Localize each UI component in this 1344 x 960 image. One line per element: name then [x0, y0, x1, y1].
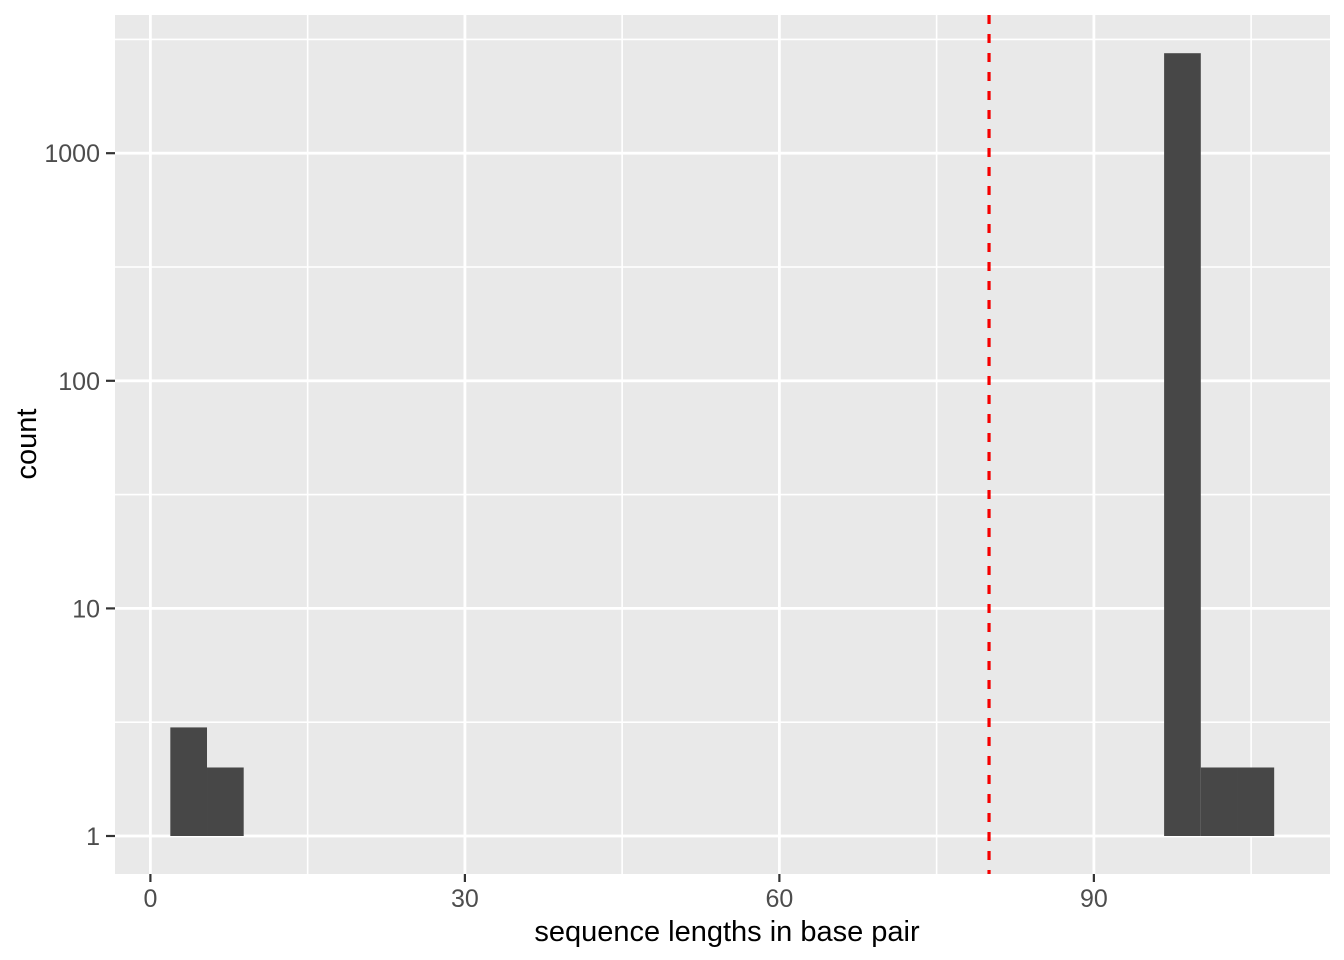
histogram-bar [170, 727, 208, 836]
histogram-bar [1164, 53, 1201, 836]
x-tick-label: 90 [1080, 885, 1108, 913]
y-tick-label: 100 [58, 368, 100, 396]
y-tick-label: 10 [72, 595, 100, 623]
chart-plot-area: 0 30 60 90 1 10 100 1000 [44, 15, 1330, 913]
y-tick-label: 1 [86, 823, 100, 851]
x-axis-title: sequence lengths in base pair [534, 916, 920, 948]
y-axis-title: count [11, 409, 43, 480]
panel-background [115, 15, 1330, 874]
histogram-bar [1200, 767, 1238, 836]
x-tick-label: 30 [451, 885, 479, 913]
x-tick-label: 0 [143, 885, 157, 913]
histogram-bar [1237, 767, 1275, 836]
y-tick-label: 1000 [44, 140, 100, 168]
histogram-bar [207, 767, 244, 836]
x-tick-label: 60 [765, 885, 793, 913]
